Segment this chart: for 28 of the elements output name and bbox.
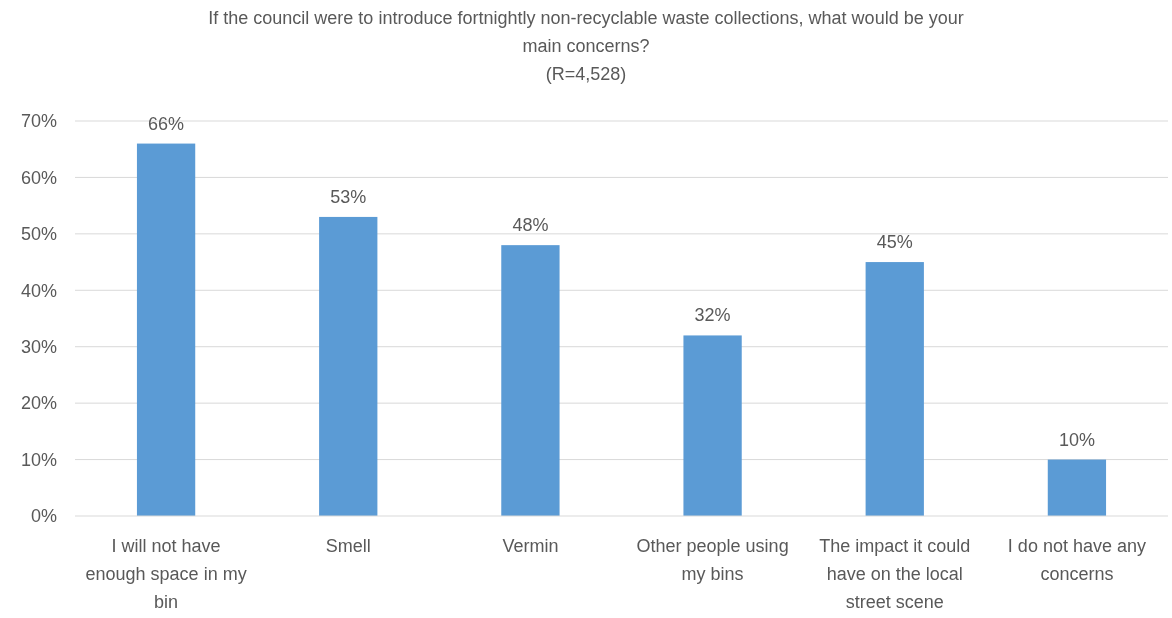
bar (319, 216, 378, 516)
x-tick-label: The impact it could have on the local street scene (819, 536, 971, 612)
y-tick-label: 20% (20, 393, 57, 414)
data-label: 66% (148, 113, 185, 134)
bar (1047, 459, 1107, 516)
y-tick-label: 10% (20, 449, 57, 470)
data-label: 45% (876, 232, 913, 253)
x-tick-label: I will not have enough space in my bin (85, 536, 247, 612)
x-tick-label: I do not have any concerns (1007, 536, 1146, 584)
data-label: 32% (694, 305, 731, 326)
data-label: 53% (330, 186, 367, 207)
y-tick-label: 60% (20, 167, 57, 188)
x-tick-label: Smell (325, 536, 371, 556)
bar (865, 262, 924, 516)
y-tick-label: 0% (30, 506, 57, 527)
bar (683, 335, 742, 516)
chart-subtitle: (R=4,528) (545, 63, 627, 84)
y-tick-label: 30% (20, 336, 57, 357)
chart-title: If the council were to introduce fortnightly non-recyclable waste collections, what would be your main concerns? (208, 8, 964, 56)
bar (501, 245, 560, 516)
data-label: 48% (512, 215, 549, 236)
x-tick-label: Other people using my bins (636, 536, 789, 584)
y-tick-label: 70% (20, 111, 57, 132)
y-tick-label: 50% (20, 224, 57, 245)
data-label: 10% (1058, 429, 1095, 450)
x-tick-label: Vermin (502, 536, 559, 556)
bar (136, 143, 196, 516)
y-tick-label: 40% (20, 280, 57, 301)
